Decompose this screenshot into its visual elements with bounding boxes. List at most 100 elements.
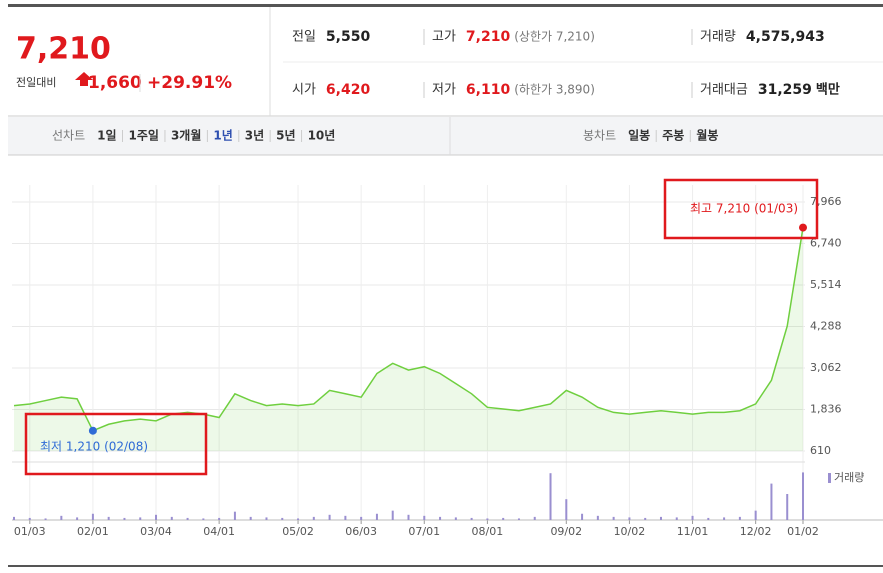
tab[interactable]: 3년 xyxy=(245,129,264,143)
volume-bar xyxy=(454,517,457,520)
stat-value: 6,420 xyxy=(326,82,371,98)
volume-bar xyxy=(281,517,284,520)
stat-label: 고가 xyxy=(432,30,456,45)
volume-bar xyxy=(170,516,173,520)
volume-bar xyxy=(407,514,410,520)
tab-bar xyxy=(8,117,883,155)
volume-bar xyxy=(76,517,79,520)
x-tick-label: 04/01 xyxy=(203,525,235,538)
tab[interactable]: 주봉 xyxy=(662,129,684,143)
x-tick-label: 06/03 xyxy=(345,525,377,538)
volume-bar xyxy=(375,513,378,520)
x-tick-label: 09/02 xyxy=(550,525,582,538)
stat-label: 저가 xyxy=(432,83,456,98)
volume-bar xyxy=(754,510,757,520)
tab[interactable]: 1주일 xyxy=(129,129,159,143)
volume-bar xyxy=(202,518,205,520)
x-tick-label: 07/01 xyxy=(408,525,440,538)
top-border xyxy=(8,4,883,7)
volume-bar xyxy=(439,516,442,520)
stat-label: 거래대금 xyxy=(700,83,748,98)
volume-bar xyxy=(517,518,520,520)
stat-note: (상한가 7,210) xyxy=(514,30,595,44)
y-tick-label: 7,966 xyxy=(810,195,842,208)
tab[interactable]: 월봉 xyxy=(696,128,718,143)
stat-label: 거래량 xyxy=(700,30,736,45)
x-tick-label: 02/01 xyxy=(77,525,109,538)
stat-label: 시가 xyxy=(292,83,316,98)
volume-bar xyxy=(786,494,789,520)
volume-bar xyxy=(486,518,489,520)
tab-group-label: 봉차트 xyxy=(583,129,616,143)
tab[interactable]: 5년 xyxy=(276,129,295,143)
volume-bar xyxy=(533,516,536,520)
volume-bar xyxy=(123,517,126,520)
volume-bar xyxy=(60,515,63,520)
tab[interactable]: 일봉 xyxy=(628,129,650,143)
stat-value: 6,110 xyxy=(466,82,511,98)
x-tick-label: 11/01 xyxy=(677,525,709,538)
volume-bar xyxy=(28,517,31,520)
y-tick-label: 6,740 xyxy=(810,237,842,250)
volume-bar xyxy=(802,472,804,520)
tab[interactable]: 3개월 xyxy=(171,128,201,143)
chart: 610 1,836 3,062 4,288 5,514 6,740 7,966 01/03 02… xyxy=(12,185,883,538)
change: 1,660 xyxy=(88,73,142,93)
volume-bar xyxy=(297,518,300,520)
volume-bar xyxy=(218,517,221,520)
volume-bar xyxy=(565,499,568,520)
highlight-box xyxy=(24,412,208,476)
volume-bar xyxy=(186,517,189,520)
tab-group-label: 선차트 xyxy=(52,129,85,143)
stat-value: 31,259 xyxy=(758,82,812,98)
volume-bar xyxy=(265,517,268,520)
tab[interactable]: 1년 xyxy=(213,129,232,143)
stat-value: 7,210 xyxy=(466,29,511,45)
stat-note: (하한가 3,890) xyxy=(514,83,595,97)
highlight-box xyxy=(663,178,819,240)
volume-bar xyxy=(360,516,363,520)
volume-bar xyxy=(723,517,726,520)
volume-bar xyxy=(502,517,505,520)
x-tick-label: 01/03 xyxy=(14,525,46,538)
y-tick-label: 3,062 xyxy=(810,361,842,374)
volume-bar xyxy=(628,517,631,520)
volume-bar xyxy=(423,515,426,520)
volume-bar xyxy=(675,517,678,520)
volume-bar xyxy=(249,516,252,520)
volume-bar xyxy=(549,473,552,520)
volume-bar xyxy=(328,514,331,520)
y-tick-label: 610 xyxy=(810,444,831,457)
high-annotation: 최고 7,210 (01/03) xyxy=(690,202,798,216)
volume-bar xyxy=(91,513,94,520)
tab[interactable]: 1일 xyxy=(97,129,116,143)
change-rate: +29.91% xyxy=(147,73,232,93)
volume-bar xyxy=(312,516,315,520)
x-tick-label: 01/02 xyxy=(787,525,819,538)
volume-bar xyxy=(707,517,710,520)
volume-bar xyxy=(738,516,741,520)
tab[interactable]: 10년 xyxy=(308,129,336,143)
stat-value: 4,575,943 xyxy=(746,29,825,45)
x-tick-label: 10/02 xyxy=(614,525,646,538)
volume-bar xyxy=(139,517,142,520)
stat-label: 전일 xyxy=(292,30,316,45)
x-tick-label: 03/04 xyxy=(140,525,172,538)
volume-bar xyxy=(581,513,584,520)
low-point xyxy=(88,426,97,435)
line xyxy=(13,227,804,432)
volume-bar xyxy=(644,517,647,520)
up-arrow xyxy=(75,72,93,86)
volume-bar xyxy=(470,517,473,520)
stats: 전일 5,550 고가 7,210 (상한가 7,210) 거래량 4,575,943 시가 6… xyxy=(292,29,840,98)
volume-bar xyxy=(612,516,615,520)
tabs: 선차트 1일 1주일 3개월 1년 3년 5년 10년 봉차트 일봉 주봉 월봉 xyxy=(52,128,718,143)
legend-label: 거래량 xyxy=(834,471,864,484)
high-point xyxy=(799,223,807,232)
area xyxy=(14,227,803,451)
x-tick-label: 12/02 xyxy=(740,525,772,538)
volume-bar xyxy=(691,515,694,520)
stat-value: 5,550 xyxy=(326,29,371,45)
volume-bar xyxy=(13,516,15,520)
